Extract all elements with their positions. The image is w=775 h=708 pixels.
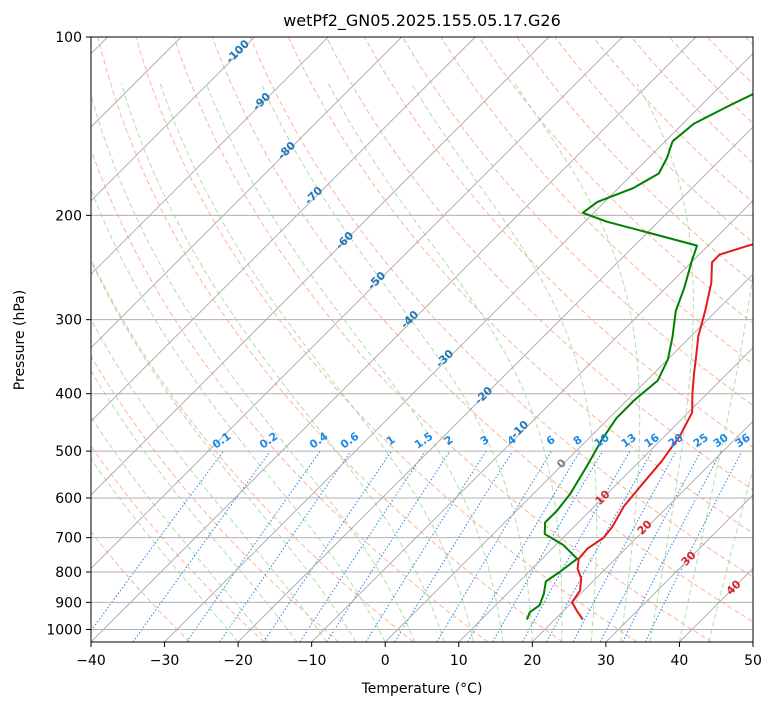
x-tick-label: 30 <box>597 653 615 669</box>
x-tick-label: 50 <box>744 653 762 669</box>
isotherm-line <box>91 37 550 496</box>
x-tick-label: 10 <box>450 653 468 669</box>
moist-adiabat-line <box>636 83 694 642</box>
moist-adiabat-line <box>260 83 533 642</box>
dry-adiabat-line <box>287 37 753 534</box>
moist-adiabat-line <box>678 270 753 642</box>
isotherm-line <box>164 52 753 642</box>
dry-adiabat-line <box>173 37 713 642</box>
dry-adiabat-line <box>211 37 753 623</box>
dry-adiabat-line <box>516 37 753 284</box>
x-tick-label: 0 <box>381 653 390 669</box>
mixing-ratio-line <box>599 450 702 642</box>
dewpoint-profile <box>525 92 753 620</box>
moist-adiabat-line <box>91 369 298 642</box>
dry-adiabat-line <box>91 258 414 642</box>
x-axis-label: Temperature (°C) <box>361 681 483 697</box>
moist-adiabat-line <box>514 83 641 642</box>
dry-adiabat-line <box>249 37 753 578</box>
y-axis-ticks: 100 200 300 400 500 600 700 800 900 1000 <box>46 30 91 638</box>
mixing-ratio-line <box>219 450 352 642</box>
dry-adiabat-line <box>592 37 753 204</box>
y-tick-label: 500 <box>55 444 82 460</box>
x-axis-ticks: −40 −30 −20 −10 0 10 20 30 40 50 <box>76 642 762 669</box>
dry-adiabat-line <box>402 37 753 407</box>
isotherm-line <box>605 494 753 642</box>
mixing-ratio-line <box>644 450 743 642</box>
isotherm-line <box>91 37 256 202</box>
moist-adiabat-line <box>708 467 753 642</box>
isotherm-line <box>91 37 476 423</box>
y-tick-label: 600 <box>55 491 82 507</box>
dry-adiabat-line <box>326 37 753 491</box>
x-tick-label: 40 <box>671 653 689 669</box>
dry-adiabat-line <box>478 37 753 324</box>
chart-title: wetPf2_GN05.2025.155.05.17.G26 <box>283 11 561 31</box>
isotherm-line <box>311 199 753 642</box>
dry-adiabat-line <box>440 37 753 365</box>
temperature-profile <box>571 243 753 621</box>
moist-adiabat-line <box>328 83 563 642</box>
y-tick-label: 100 <box>55 30 82 46</box>
dry-adiabat-line <box>91 355 340 642</box>
background-lines <box>91 37 753 642</box>
x-tick-label: 20 <box>523 653 541 669</box>
moist-adiabat-line <box>91 259 357 642</box>
mixing-ratio-line <box>365 450 487 642</box>
isotherm-line <box>91 37 403 349</box>
mixing-ratio-line <box>492 450 604 642</box>
plot-frame <box>90 36 754 643</box>
moist-adiabat-line <box>159 83 474 642</box>
y-tick-label: 900 <box>55 595 82 611</box>
mixing-ratio-line <box>299 450 426 642</box>
y-tick-label: 200 <box>55 208 82 224</box>
mixing-ratio-line <box>326 450 451 642</box>
dry-adiabat-line <box>91 148 489 642</box>
moist-adiabat-line <box>91 415 268 642</box>
y-axis-label: Pressure (hPa) <box>12 290 28 390</box>
isotherm-line <box>531 420 753 642</box>
y-tick-label: 300 <box>55 313 82 329</box>
y-tick-label: 1000 <box>46 622 82 638</box>
isotherm-line <box>384 273 753 642</box>
moist-adiabat-line <box>91 457 239 642</box>
dry-adiabat-line <box>135 37 638 642</box>
isotherm-line <box>237 126 753 642</box>
mixing-ratio-line <box>91 450 224 632</box>
x-tick-label: −20 <box>223 653 253 669</box>
mixing-ratio-line <box>572 450 677 642</box>
plot-area <box>91 37 753 642</box>
dry-adiabat-line <box>91 531 191 642</box>
dry-adiabat-line <box>97 37 563 642</box>
x-tick-label: −10 <box>297 653 327 669</box>
moist-adiabat-line <box>91 318 327 642</box>
mixing-ratio-line <box>622 450 722 642</box>
y-tick-label: 700 <box>55 531 82 547</box>
x-tick-label: −40 <box>76 653 106 669</box>
mixing-ratio-line <box>522 450 631 642</box>
moist-adiabat-line <box>205 83 504 642</box>
x-tick-label: −30 <box>150 653 180 669</box>
isotherm-line <box>458 347 753 642</box>
mixing-ratio-line <box>186 450 321 642</box>
y-tick-label: 800 <box>55 565 82 581</box>
isotherm-line <box>91 37 623 570</box>
isotherm-line <box>91 37 329 275</box>
y-tick-label: 400 <box>55 387 82 403</box>
mixing-ratio-line <box>132 450 271 642</box>
mixing-ratio-line <box>394 450 514 642</box>
sounding-series <box>525 92 753 621</box>
isotherm-line <box>91 37 697 642</box>
moist-adiabat-line <box>121 83 445 642</box>
